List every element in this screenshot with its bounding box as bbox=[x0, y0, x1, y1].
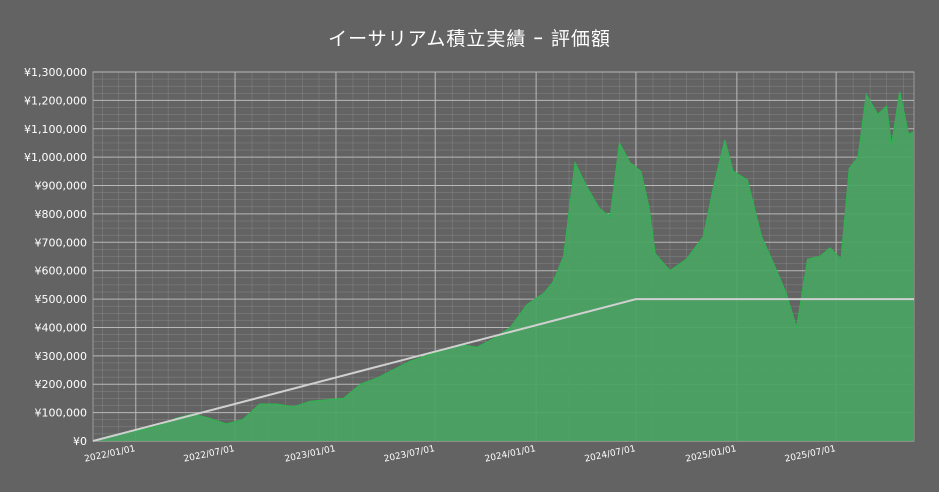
chart-title: イーサリアム積立実績 ｰ 評価額 bbox=[328, 28, 611, 50]
y-tick-label: ¥600,000 bbox=[35, 265, 88, 278]
y-tick-label: ¥800,000 bbox=[35, 208, 88, 221]
x-tick-label: 2022/01/01 bbox=[84, 444, 137, 465]
y-axis-labels: ¥0 ¥100,000 ¥200,000 ¥300,000 ¥400,000 ¥500,0… bbox=[24, 66, 87, 448]
y-tick-label: ¥500,000 bbox=[35, 293, 88, 306]
y-tick-label: ¥0 bbox=[73, 435, 87, 448]
invested-line bbox=[92, 298, 914, 442]
y-tick-label: ¥700,000 bbox=[35, 236, 88, 249]
valuation-area bbox=[93, 91, 914, 442]
y-tick-label: ¥1,300,000 bbox=[24, 66, 87, 79]
x-tick-label: 2025/07/01 bbox=[784, 444, 837, 465]
y-tick-label: ¥1,200,000 bbox=[24, 94, 87, 107]
y-tick-label: ¥1,000,000 bbox=[24, 151, 87, 164]
y-tick-label: ¥900,000 bbox=[35, 180, 88, 193]
x-tick-label: 2024/07/01 bbox=[584, 444, 637, 465]
y-tick-label: ¥400,000 bbox=[35, 321, 88, 334]
y-tick-label: ¥300,000 bbox=[35, 350, 88, 363]
y-tick-label: ¥100,000 bbox=[35, 407, 88, 420]
x-tick-label: 2023/01/01 bbox=[284, 444, 337, 465]
x-tick-label: 2025/01/01 bbox=[685, 444, 738, 465]
area-layer bbox=[92, 91, 915, 442]
y-tick-label: ¥1,100,000 bbox=[24, 123, 87, 136]
line-layer bbox=[92, 298, 914, 442]
valuation-line bbox=[92, 91, 915, 442]
x-tick-label: 2024/01/01 bbox=[484, 444, 537, 465]
x-axis-labels: 2022/01/01 2022/07/01 2023/01/01 2023/07/01… bbox=[84, 444, 837, 465]
y-tick-label: ¥200,000 bbox=[35, 378, 88, 391]
x-tick-label: 2023/07/01 bbox=[383, 444, 436, 465]
x-tick-label: 2022/07/01 bbox=[183, 444, 236, 465]
